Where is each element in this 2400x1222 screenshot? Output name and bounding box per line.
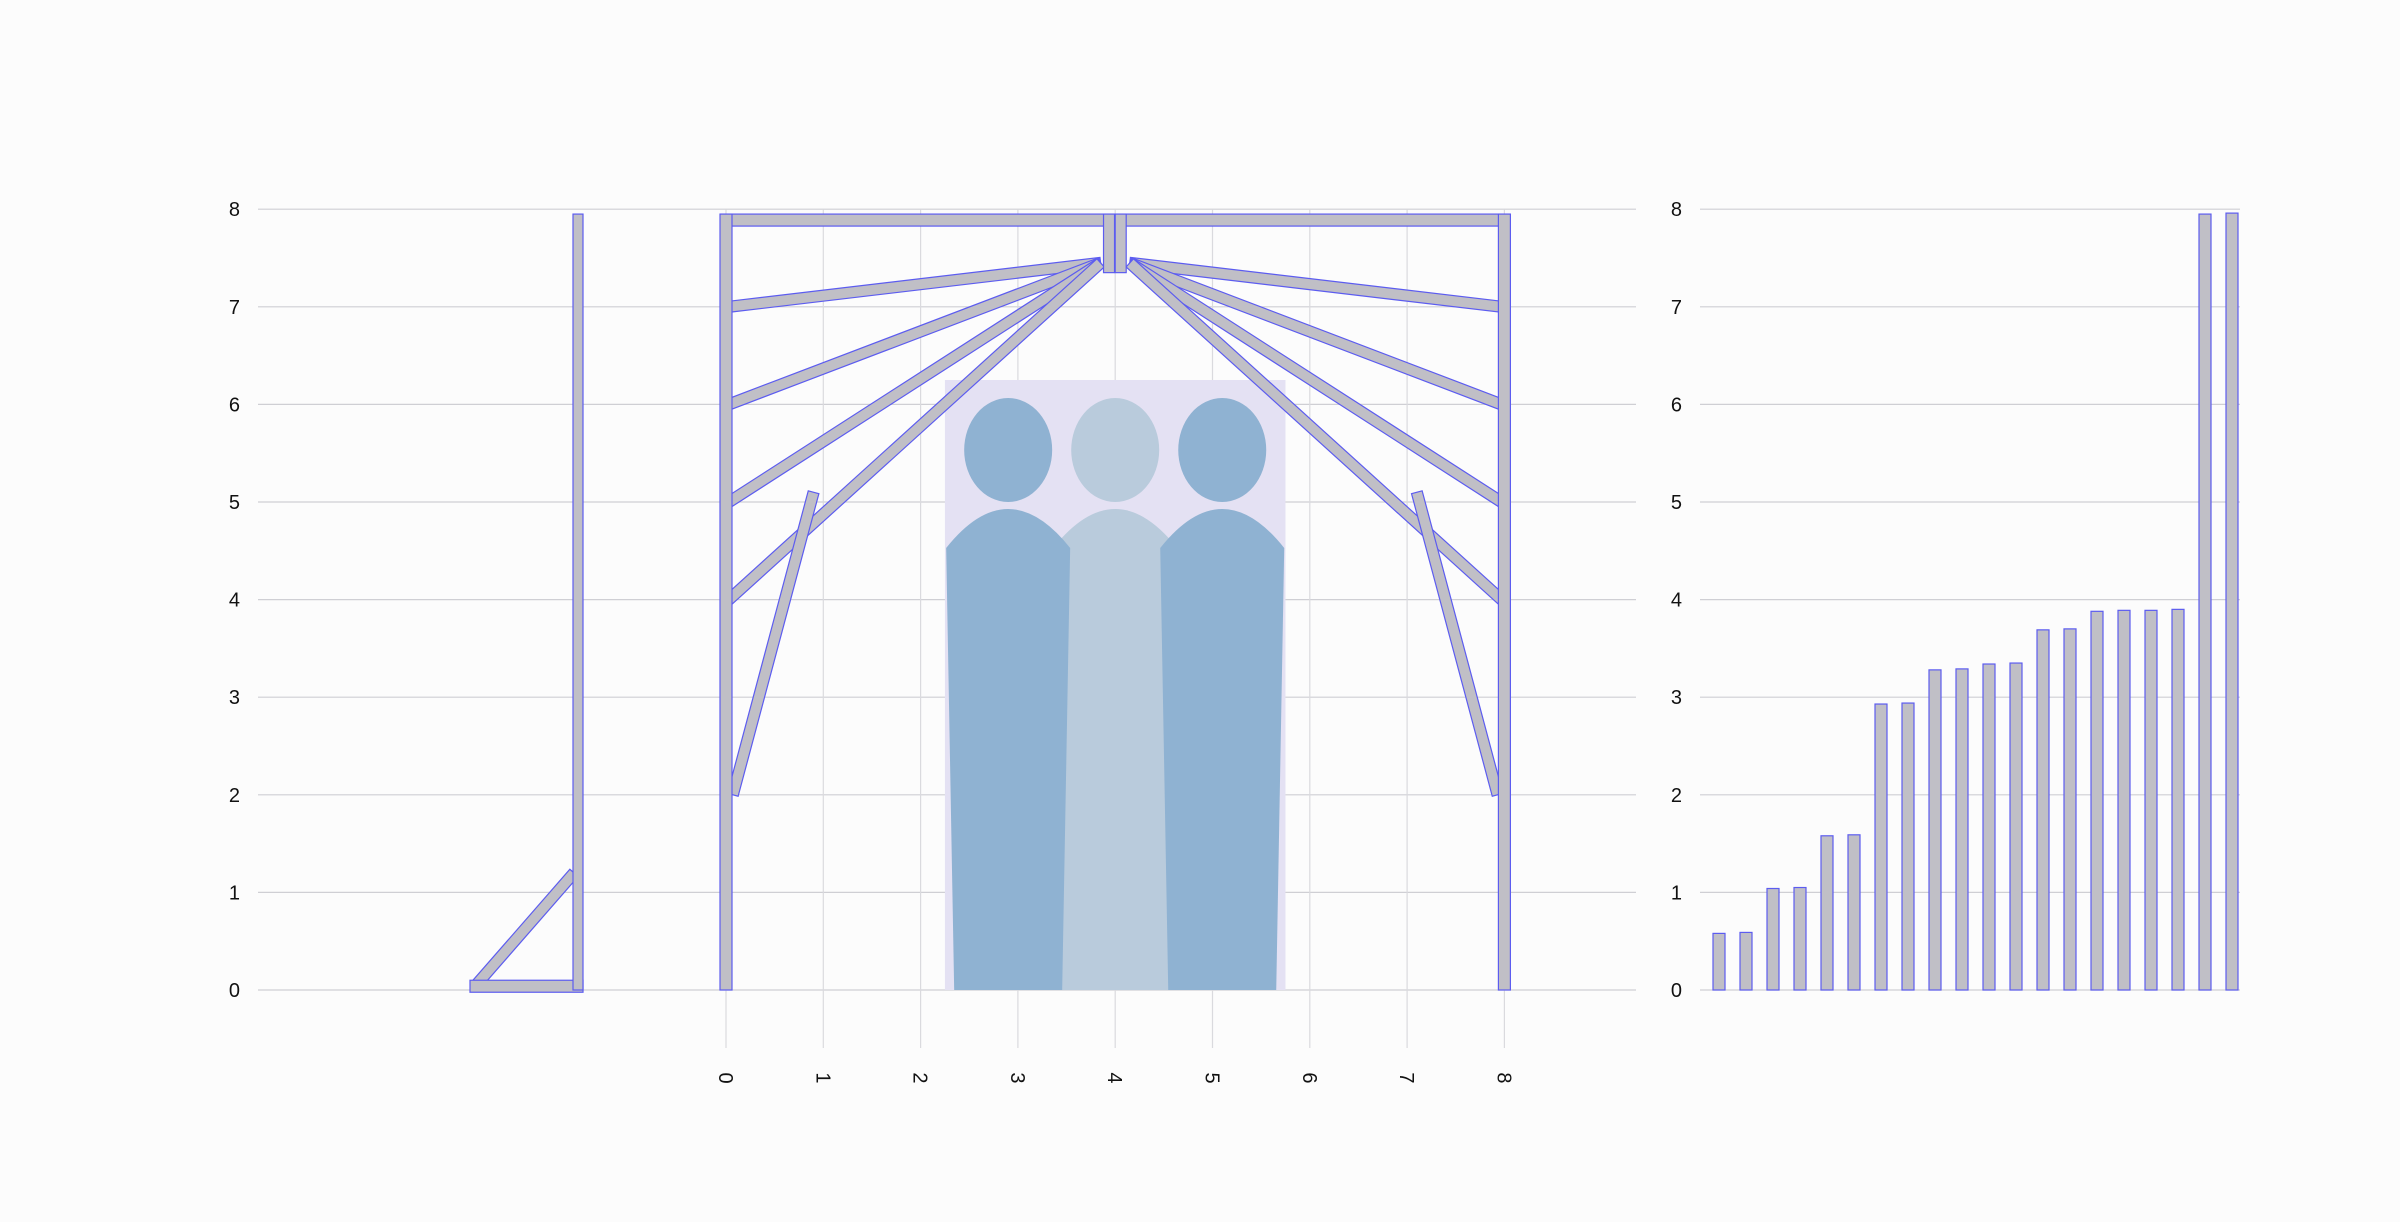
y-tick-label-right: 8 (1671, 199, 1682, 221)
x-tick-label: 4 (1103, 1072, 1125, 1083)
frame-members (469, 213, 1512, 993)
person-body (1053, 509, 1178, 990)
member-bar (2225, 212, 2239, 991)
member-bar (1793, 886, 1807, 991)
y-tick-label-right: 3 (1671, 687, 1682, 709)
person-head (1071, 398, 1160, 502)
member-bar (1766, 887, 1780, 991)
x-tick-label: 6 (1298, 1072, 1320, 1083)
member-bar (1847, 834, 1861, 991)
person-body (946, 509, 1071, 990)
person-head (964, 398, 1053, 502)
person-dark (1160, 398, 1285, 990)
member-bar (2036, 629, 2050, 991)
side-post (572, 213, 584, 991)
y-tick-label-left: 1 (229, 882, 240, 904)
y-tick-label-right: 6 (1671, 394, 1682, 416)
member-bar (2063, 628, 2077, 991)
y-tick-label-left: 4 (229, 590, 240, 612)
y-tick-label-right: 4 (1671, 590, 1682, 612)
person-dark (946, 398, 1071, 990)
member-bar (2144, 609, 2158, 991)
member-bar (1739, 931, 1753, 991)
person-light (1053, 398, 1178, 990)
member-bar (2171, 608, 2185, 991)
x-tick-label: 0 (714, 1072, 736, 1083)
x-tick-label: 8 (1492, 1072, 1514, 1083)
king-post-right (1114, 213, 1127, 274)
y-tick-label-left: 7 (229, 297, 240, 319)
x-tick-label: 2 (909, 1072, 931, 1083)
member-bar (1982, 663, 1996, 991)
side-foot (469, 979, 584, 993)
x-tick-label: 3 (1006, 1072, 1028, 1083)
y-tick-label-left: 8 (229, 199, 240, 221)
y-tick-label-right: 5 (1671, 492, 1682, 514)
member-bar (1820, 835, 1834, 991)
side-brace (471, 868, 579, 990)
person-head (1178, 398, 1267, 502)
member-bar (2009, 662, 2023, 991)
y-tick-label-left: 0 (229, 980, 240, 1002)
member-bar (1874, 703, 1888, 991)
member-bar (1955, 668, 1969, 991)
person-body (1160, 509, 1285, 990)
y-tick-label-right: 7 (1671, 297, 1682, 319)
member-bar (1901, 702, 1915, 991)
x-tick-label: 1 (811, 1072, 833, 1083)
frame-post-left (719, 213, 733, 991)
x-tick-label: 5 (1201, 1072, 1223, 1083)
king-post-left (1102, 213, 1116, 274)
member-bar (1712, 932, 1726, 991)
people-layer (946, 398, 1285, 990)
y-tick-label-right: 0 (1671, 980, 1682, 1002)
x-tick-label: 7 (1395, 1072, 1417, 1083)
strut-left (726, 490, 820, 797)
y-tick-label-left: 2 (229, 785, 240, 807)
y-tick-label-left: 5 (229, 492, 240, 514)
member-bar (2117, 609, 2131, 991)
member-length-chart (1712, 212, 2239, 991)
strut-right (1410, 490, 1504, 797)
y-tick-label-right: 2 (1671, 785, 1682, 807)
y-tick-label-right: 1 (1671, 882, 1682, 904)
member-bar (2090, 610, 2104, 991)
y-tick-label-left: 3 (229, 687, 240, 709)
y-tick-label-left: 6 (229, 394, 240, 416)
member-bar (1928, 669, 1942, 991)
tick-labels: 0 1 2 3 4 5 6 7 8 0 1 2 3 4 5 6 7 8 0 1 2 3 4 5 6 7 8 (229, 199, 1682, 1083)
member-bar (2198, 213, 2212, 991)
frame-post-right (1497, 213, 1512, 991)
